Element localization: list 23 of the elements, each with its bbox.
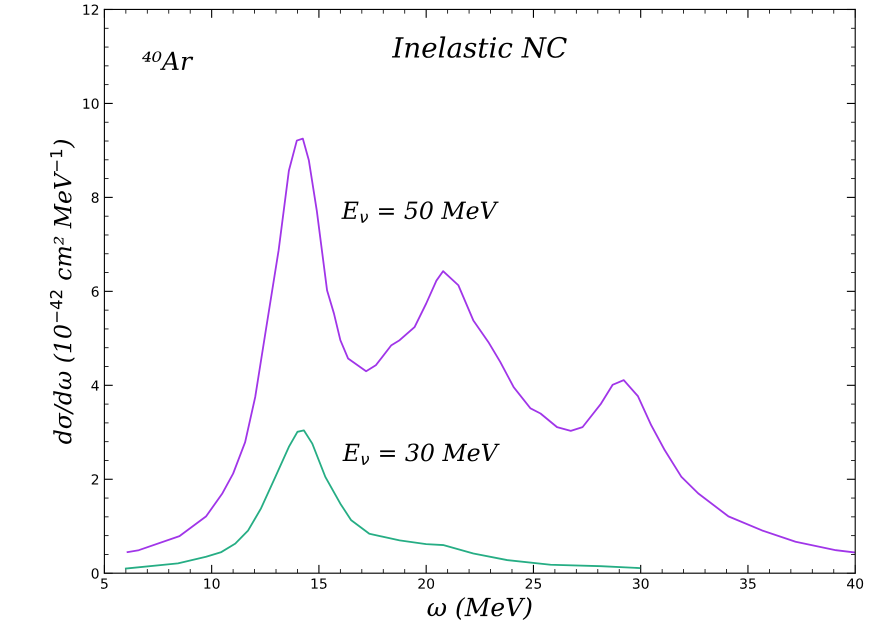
text: Inelastic NC — [392, 36, 567, 58]
y-tick-label: 2 — [92, 474, 98, 485]
line-series — [126, 138, 856, 554]
y-tick-label: 10 — [83, 98, 99, 109]
x-tick-label: 5 — [101, 578, 108, 589]
x-axis-title: ω (MeV) — [427, 597, 532, 620]
x-tick-label: 20 — [418, 578, 434, 589]
series-label: E$_{ν}$ = 30 MeV — [342, 443, 500, 465]
line-series — [124, 430, 640, 570]
y-tick-label: 6 — [92, 286, 99, 297]
x-tick-label: 15 — [312, 578, 327, 589]
x-tick-label: 30 — [632, 578, 649, 589]
x-tick-label: 40 — [847, 578, 864, 589]
x-tick-label: 10 — [204, 578, 220, 589]
y-tick-label: 0 — [92, 568, 99, 579]
y-tick-label: 12 — [83, 4, 98, 15]
y-tick-label: 4 — [91, 380, 99, 391]
series-label: E$_{ν}$ = 50 MeV — [341, 201, 499, 223]
y-tick-label: 8 — [92, 192, 99, 203]
y-axis-title: dσ/dω (10$^{−42}$ cm² MeV$^{−1}$) — [50, 140, 75, 444]
x-tick-label: 35 — [740, 578, 756, 589]
annotation: ⁴⁰Ar — [142, 51, 194, 70]
x-tick-label: 25 — [526, 578, 542, 589]
